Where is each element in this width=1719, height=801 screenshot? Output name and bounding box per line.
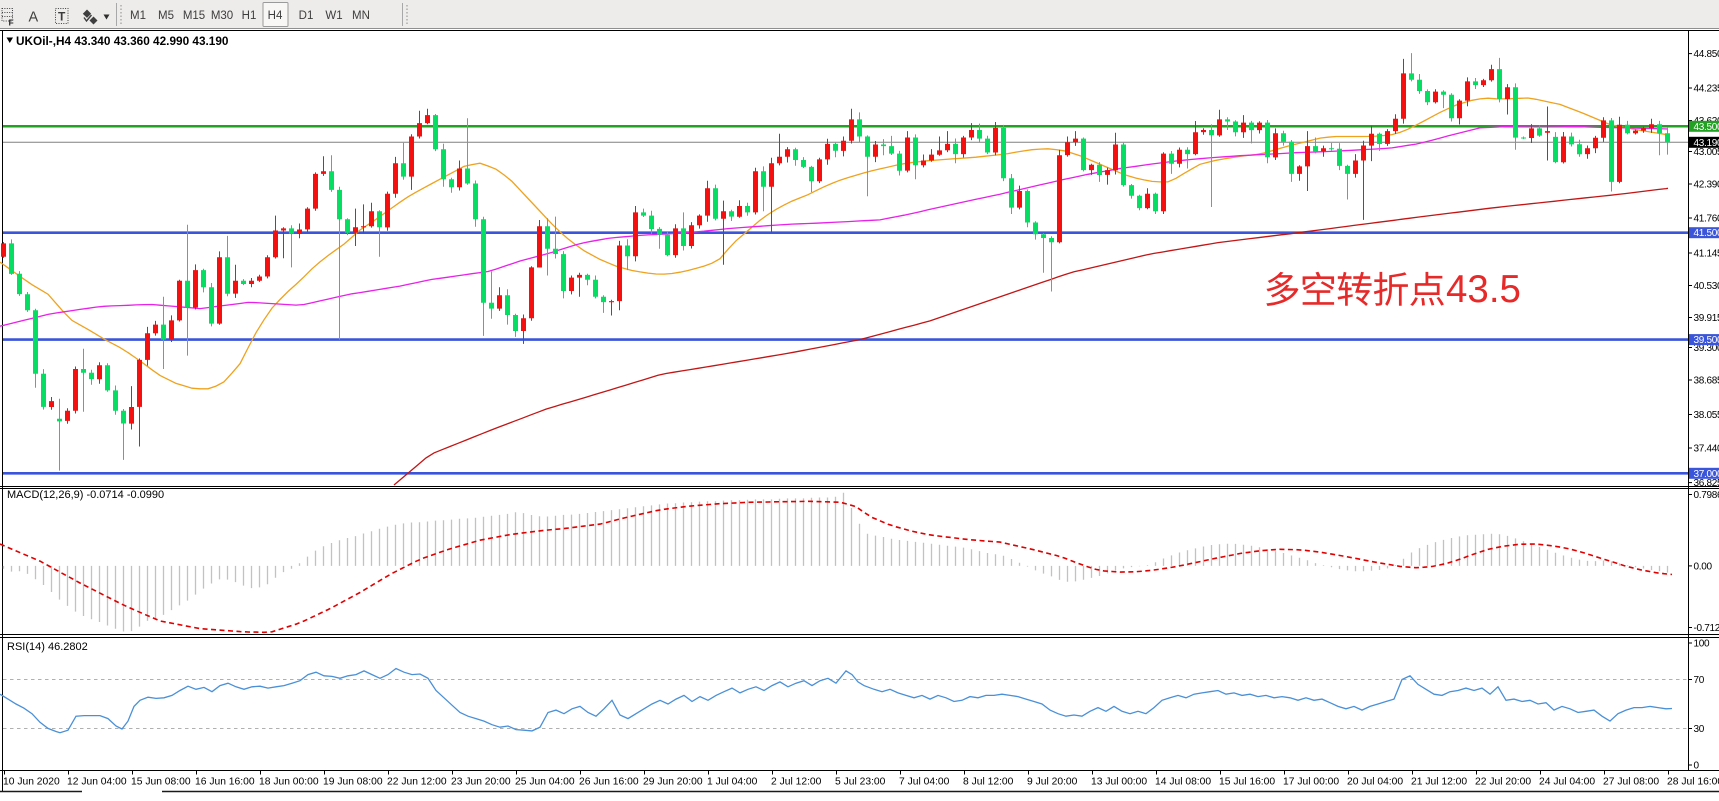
svg-text:10 Jun 2020: 10 Jun 2020: [3, 777, 60, 788]
svg-text:27 Jul 08:00: 27 Jul 08:00: [1603, 777, 1659, 788]
svg-text:T: T: [58, 10, 66, 24]
svg-text:16 Jun 16:00: 16 Jun 16:00: [195, 777, 255, 788]
svg-text:70: 70: [1694, 675, 1705, 686]
svg-text:28 Jul 16:00: 28 Jul 16:00: [1667, 777, 1719, 788]
svg-text:43.5: 43.5: [1446, 268, 1521, 311]
svg-text:20 Jul 04:00: 20 Jul 04:00: [1347, 777, 1403, 788]
svg-text:5 Jul 23:00: 5 Jul 23:00: [835, 777, 886, 788]
svg-text:MN: MN: [352, 10, 370, 22]
svg-text:15 Jun 08:00: 15 Jun 08:00: [131, 777, 191, 788]
svg-text:38.055: 38.055: [1694, 410, 1719, 421]
svg-text:12 Jun 04:00: 12 Jun 04:00: [67, 777, 127, 788]
svg-text:41.760: 41.760: [1694, 214, 1719, 225]
svg-text:W1: W1: [325, 10, 342, 22]
svg-text:1 Jul 04:00: 1 Jul 04:00: [707, 777, 758, 788]
svg-text:UKOil-,H4 43.340 43.360 42.99: UKOil-,H4 43.340 43.360 42.990 43.190: [16, 34, 229, 48]
svg-text:24 Jul 04:00: 24 Jul 04:00: [1539, 777, 1595, 788]
svg-text:18 Jun 00:00: 18 Jun 00:00: [259, 777, 319, 788]
svg-text:19 Jun 08:00: 19 Jun 08:00: [323, 777, 383, 788]
svg-text:H4: H4: [268, 10, 283, 22]
svg-text:40.530: 40.530: [1694, 281, 1719, 292]
svg-text:17 Jul 00:00: 17 Jul 00:00: [1283, 777, 1339, 788]
svg-text:0: 0: [1694, 761, 1700, 772]
svg-text:M1: M1: [130, 10, 146, 22]
svg-text:25 Jun 04:00: 25 Jun 04:00: [515, 777, 575, 788]
svg-text:7 Jul 04:00: 7 Jul 04:00: [899, 777, 950, 788]
svg-text:44.235: 44.235: [1694, 84, 1719, 95]
svg-text:8 Jul 12:00: 8 Jul 12:00: [963, 777, 1014, 788]
svg-text:44.850: 44.850: [1694, 49, 1719, 60]
svg-text:RSI(14) 46.2802: RSI(14) 46.2802: [7, 641, 88, 653]
svg-text:43.500: 43.500: [1694, 122, 1719, 133]
svg-text:30: 30: [1694, 724, 1705, 735]
svg-text:0.7986: 0.7986: [1694, 490, 1719, 501]
svg-text:39.500: 39.500: [1694, 335, 1719, 346]
svg-text:15 Jul 16:00: 15 Jul 16:00: [1219, 777, 1275, 788]
svg-text:F: F: [9, 18, 14, 28]
svg-text:26 Jun 16:00: 26 Jun 16:00: [579, 777, 639, 788]
svg-text:41.500: 41.500: [1694, 228, 1719, 239]
svg-text:M30: M30: [211, 10, 233, 22]
svg-text:21 Jul 12:00: 21 Jul 12:00: [1411, 777, 1467, 788]
svg-text:22 Jun 12:00: 22 Jun 12:00: [387, 777, 447, 788]
svg-text:100: 100: [1694, 639, 1711, 650]
svg-text:H1: H1: [242, 10, 257, 22]
svg-text:23 Jun 20:00: 23 Jun 20:00: [451, 777, 511, 788]
svg-text:MACD(12,26,9) -0.0714 -0.0990: MACD(12,26,9) -0.0714 -0.0990: [7, 489, 164, 501]
svg-text:D1: D1: [299, 10, 314, 22]
svg-text:-0.7124: -0.7124: [1694, 623, 1719, 634]
svg-text:M15: M15: [183, 10, 205, 22]
svg-text:M5: M5: [158, 10, 174, 22]
svg-text:22 Jul 20:00: 22 Jul 20:00: [1475, 777, 1531, 788]
svg-text:A: A: [29, 10, 39, 26]
svg-text:39.915: 39.915: [1694, 313, 1719, 324]
svg-text:41.145: 41.145: [1694, 249, 1719, 260]
svg-text:2 Jul 12:00: 2 Jul 12:00: [771, 777, 822, 788]
svg-text:43.190: 43.190: [1694, 138, 1719, 149]
svg-text:37.000: 37.000: [1694, 469, 1719, 480]
svg-text:0.00: 0.00: [1694, 561, 1713, 572]
svg-text:29 Jun 20:00: 29 Jun 20:00: [643, 777, 703, 788]
svg-text:37.440: 37.440: [1694, 444, 1719, 455]
svg-text:13 Jul 00:00: 13 Jul 00:00: [1091, 777, 1147, 788]
svg-text:14 Jul 08:00: 14 Jul 08:00: [1155, 777, 1211, 788]
svg-text:42.390: 42.390: [1694, 180, 1719, 191]
svg-text:9 Jul 20:00: 9 Jul 20:00: [1027, 777, 1078, 788]
svg-text:38.685: 38.685: [1694, 376, 1719, 387]
